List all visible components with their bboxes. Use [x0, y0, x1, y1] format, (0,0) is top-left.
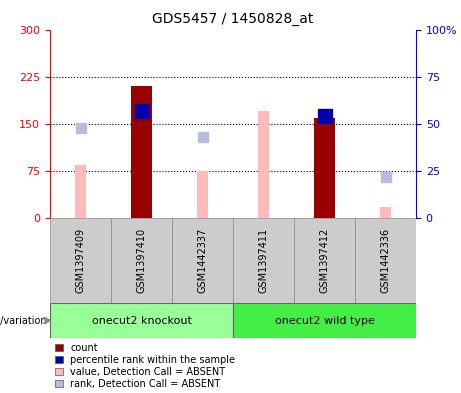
- Text: genotype/variation: genotype/variation: [0, 316, 47, 325]
- Bar: [197, 171, 208, 218]
- Bar: [50, 218, 111, 303]
- Legend: count, percentile rank within the sample, value, Detection Call = ABSENT, rank, : count, percentile rank within the sample…: [55, 343, 236, 389]
- Text: GSM1397409: GSM1397409: [76, 228, 85, 293]
- Point: [382, 173, 389, 180]
- Text: GSM1442336: GSM1442336: [380, 228, 390, 293]
- Bar: [380, 207, 391, 218]
- Bar: [50, 303, 233, 338]
- Bar: [131, 86, 152, 218]
- Bar: [314, 118, 335, 218]
- Text: GSM1397412: GSM1397412: [319, 228, 330, 293]
- Text: onecut2 wild type: onecut2 wild type: [275, 316, 374, 325]
- Text: GSM1397411: GSM1397411: [259, 228, 268, 293]
- Bar: [294, 218, 355, 303]
- Bar: [111, 218, 172, 303]
- Bar: [75, 165, 86, 218]
- Bar: [233, 303, 416, 338]
- Title: GDS5457 / 1450828_at: GDS5457 / 1450828_at: [152, 12, 313, 26]
- Point: [321, 113, 328, 119]
- Point: [77, 125, 84, 131]
- Text: GSM1397410: GSM1397410: [136, 228, 147, 293]
- Bar: [172, 218, 233, 303]
- Text: GSM1442337: GSM1442337: [197, 228, 207, 293]
- Point: [138, 108, 145, 114]
- Point: [199, 134, 206, 140]
- Bar: [258, 112, 269, 218]
- Bar: [233, 218, 294, 303]
- Bar: [355, 218, 416, 303]
- Text: onecut2 knockout: onecut2 knockout: [92, 316, 191, 325]
